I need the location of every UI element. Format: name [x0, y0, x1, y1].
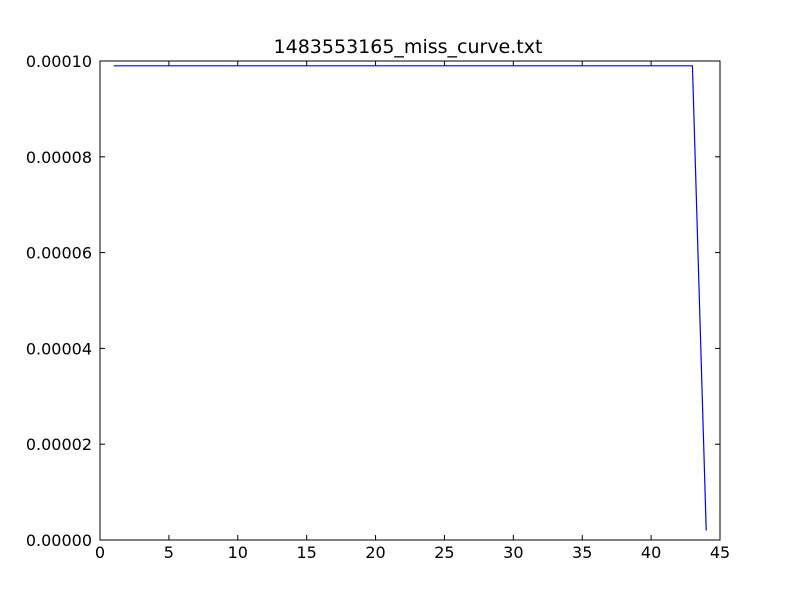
y-tick-label: 0.00004 [26, 339, 92, 358]
labels-layer: 0 5 10 15 20 25 30 35 40 45 0.00000 0.00002 0.00004 0… [26, 52, 730, 562]
x-tick-label: 35 [572, 543, 592, 562]
x-tick-label: 30 [503, 543, 523, 562]
plot-area [100, 61, 720, 540]
x-tick-label: 25 [434, 543, 454, 562]
x-tick-label: 5 [164, 543, 174, 562]
plot-frame [99, 60, 721, 541]
x-tick-label: 10 [228, 543, 248, 562]
x-tick-label: 15 [296, 543, 316, 562]
y-tick-label: 0.00002 [26, 435, 92, 454]
x-tick-label: 20 [365, 543, 385, 562]
x-tick-label: 40 [641, 543, 661, 562]
y-tick-label: 0.00000 [26, 531, 92, 550]
y-tick-label: 0.00008 [26, 148, 92, 167]
x-tick-label: 0 [95, 543, 105, 562]
series-layer [113, 65, 707, 531]
y-tick-label: 0.00010 [26, 52, 92, 71]
chart-title: 1483553165_miss_curve.txt [274, 36, 543, 58]
series-line [113, 65, 707, 531]
x-tick-label: 45 [710, 543, 730, 562]
ticks-layer [99, 60, 721, 541]
y-tick-label: 0.00006 [26, 244, 92, 263]
